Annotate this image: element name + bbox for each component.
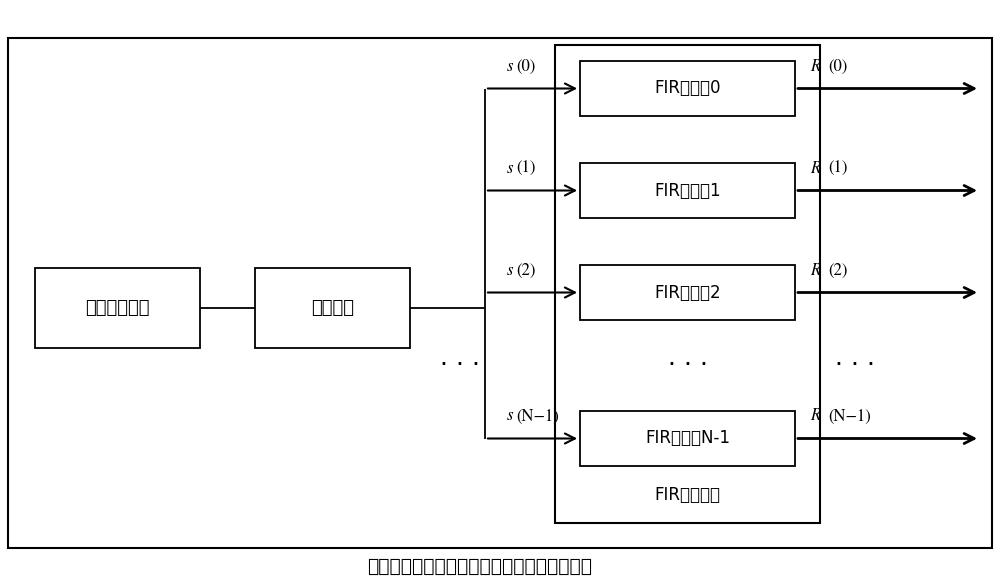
Bar [35, 268, 200, 348]
Text: FIR滤波器N-1: FIR滤波器N-1 [645, 429, 730, 447]
Text: · · ·: · · · [835, 354, 875, 377]
Text: s: s [507, 407, 513, 424]
Text: (0): (0) [828, 58, 847, 75]
Text: (N−1): (N−1) [828, 409, 871, 424]
Text: 采样量化单元: 采样量化单元 [85, 299, 150, 317]
Bar [580, 265, 795, 320]
Text: R: R [810, 160, 820, 176]
Bar [255, 268, 410, 348]
Text: R: R [810, 407, 820, 424]
Text: 缓存单元: 缓存单元 [311, 299, 354, 317]
Text: (0): (0) [516, 58, 536, 75]
Text: (2): (2) [516, 262, 536, 279]
Text: FIR滤波器组: FIR滤波器组 [654, 486, 720, 504]
Text: FIR滤波器0: FIR滤波器0 [654, 80, 721, 98]
Text: (2): (2) [828, 262, 847, 279]
Bar [580, 411, 795, 466]
Text: 线性调频信号自相关运算的精确高效实现装置: 线性调频信号自相关运算的精确高效实现装置 [368, 557, 592, 576]
Bar [580, 163, 795, 218]
Text: s: s [507, 58, 513, 75]
Text: FIR滤波器1: FIR滤波器1 [654, 181, 721, 199]
Text: s: s [507, 160, 513, 176]
Text: R: R [810, 262, 820, 279]
Text: (N−1): (N−1) [516, 409, 559, 424]
Text: (1): (1) [516, 161, 536, 176]
Text: FIR滤波器2: FIR滤波器2 [654, 283, 721, 302]
Bar [580, 61, 795, 116]
Text: R: R [810, 58, 820, 75]
Text: · · ·: · · · [668, 354, 708, 377]
Text: (1): (1) [828, 161, 847, 176]
Bar [555, 45, 820, 523]
Text: · · ·: · · · [440, 354, 480, 377]
Text: s: s [507, 262, 513, 279]
Bar [8, 38, 992, 548]
